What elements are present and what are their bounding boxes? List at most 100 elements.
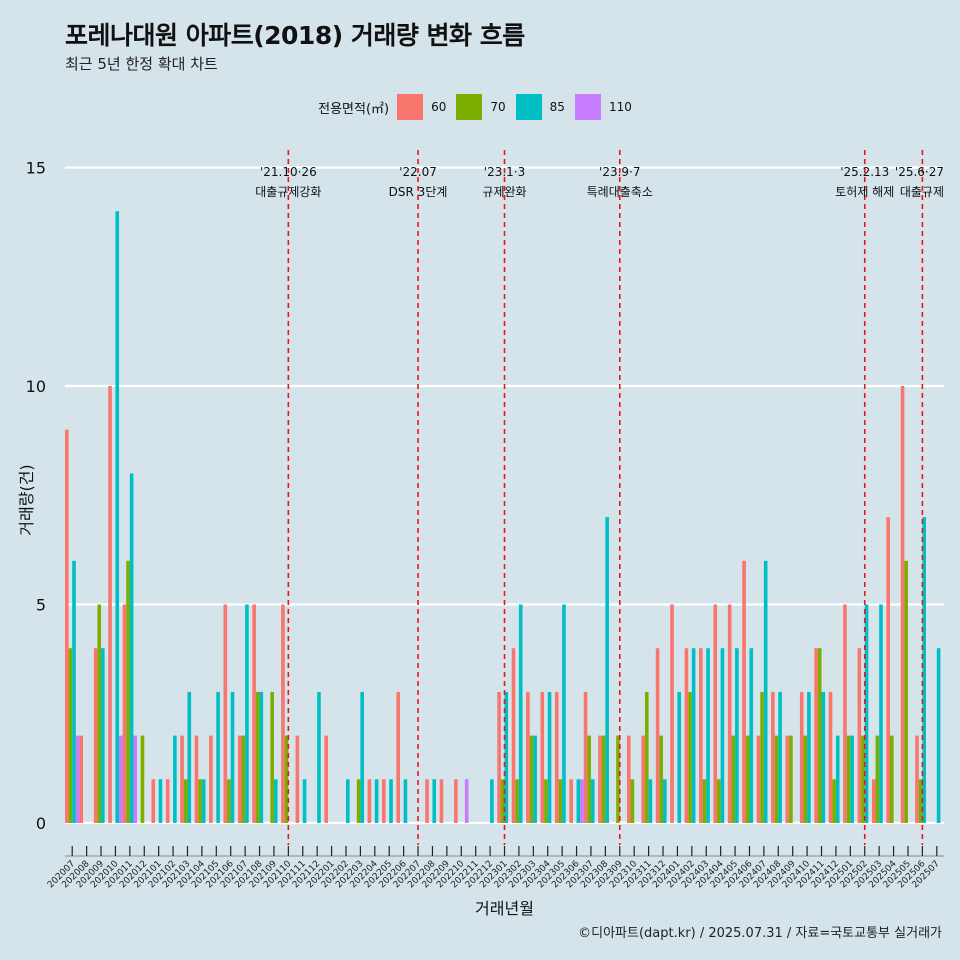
bar-85-202010 — [115, 211, 119, 823]
bar-70-202109 — [270, 692, 274, 823]
x-axis-title: 거래년월 — [475, 899, 534, 918]
bar-60-202301 — [497, 692, 501, 823]
bar-70-202305 — [559, 779, 563, 823]
bar-60-202402 — [685, 648, 689, 823]
bar-60-202410 — [800, 692, 804, 823]
bar-85-202302 — [519, 605, 523, 824]
bar-70-202303 — [530, 736, 534, 823]
bar-85-202307 — [591, 779, 595, 823]
bar-60-202101 — [151, 779, 155, 823]
bar-60-202503 — [872, 779, 876, 823]
bar-110-202210 — [465, 779, 469, 823]
bar-70-202402 — [688, 692, 692, 823]
event-date-label: '23.9·7 — [599, 165, 640, 179]
bar-85-202112 — [317, 692, 321, 823]
event-label: 대출규제 — [900, 185, 944, 199]
bar-60-202306 — [569, 779, 573, 823]
bar-70-202411 — [818, 648, 822, 823]
bar-60-202209 — [440, 779, 444, 823]
bar-60-202501 — [843, 605, 847, 824]
bar-60-202103 — [180, 736, 184, 823]
bar-60-202310 — [627, 736, 631, 823]
bar-70-202203 — [357, 779, 361, 823]
bar-85-202107 — [245, 605, 249, 824]
bar-60-202401 — [670, 605, 674, 824]
bar-85-202403 — [706, 648, 710, 823]
bar-60-202303 — [526, 692, 530, 823]
event-label: 토허제 해제 — [835, 185, 894, 199]
bar-85-202009 — [101, 648, 105, 823]
bar-85-202308 — [605, 517, 609, 823]
bar-60-202412 — [829, 692, 833, 823]
bar-110-202011 — [133, 736, 137, 823]
bar-60-202110 — [281, 605, 285, 824]
bar-70-202308 — [602, 736, 606, 823]
y-tick-label: 10 — [26, 377, 46, 396]
bar-85-202011 — [130, 473, 134, 823]
bar-85-202312 — [663, 779, 667, 823]
bar-60-202312 — [656, 648, 660, 823]
caption: ©디아파트(dapt.kr) / 2025.07.31 / 자료=국토교통부 실… — [578, 922, 942, 941]
bar-110-202306 — [580, 779, 584, 823]
bar-60-202210 — [454, 779, 458, 823]
bar-85-202303 — [533, 736, 537, 823]
bar-70-202103 — [184, 779, 188, 823]
bar-70-202108 — [256, 692, 260, 823]
bar-60-202505 — [901, 386, 905, 823]
bar-60-202305 — [555, 692, 559, 823]
bar-70-202405 — [731, 736, 735, 823]
bar-85-202401 — [677, 692, 681, 823]
bar-70-202307 — [587, 736, 591, 823]
bar-60-202205 — [382, 779, 386, 823]
bar-85-202406 — [749, 648, 753, 823]
bar-60-202010 — [108, 386, 112, 823]
bar-60-202102 — [166, 779, 170, 823]
bar-60-202407 — [757, 736, 761, 823]
bar-85-202412 — [836, 736, 840, 823]
bar-85-202108 — [260, 692, 264, 823]
bar-70-202501 — [847, 736, 851, 823]
bar-85-202407 — [764, 561, 768, 823]
bar-85-202104 — [202, 779, 206, 823]
bar-60-202404 — [713, 605, 717, 824]
bar-60-202106 — [224, 605, 228, 824]
bar-70-202503 — [876, 736, 880, 823]
bar-70-202311 — [645, 692, 649, 823]
bar-85-202102 — [173, 736, 177, 823]
bar-85-202411 — [822, 692, 826, 823]
bar-85-202506 — [922, 517, 926, 823]
y-tick-label: 5 — [36, 596, 46, 615]
bar-85-202105 — [216, 692, 220, 823]
bar-70-202310 — [631, 779, 635, 823]
event-label: 대출규제강화 — [255, 185, 321, 199]
bar-60-202409 — [785, 736, 789, 823]
bar-85-202106 — [231, 692, 235, 823]
bar-60-202411 — [814, 648, 818, 823]
bar-60-202307 — [584, 692, 588, 823]
event-date-label: '25.2.13 — [840, 165, 889, 179]
bar-70-202012 — [141, 736, 145, 823]
bar-chart: 0510152020072020082020092020102020112020… — [0, 0, 960, 960]
bar-85-202202 — [346, 779, 350, 823]
bar-85-202208 — [432, 779, 436, 823]
bar-60-202007 — [65, 430, 69, 823]
bar-70-202504 — [890, 736, 894, 823]
bar-70-202302 — [515, 779, 519, 823]
bar-60-202201 — [324, 736, 328, 823]
event-date-label: '21.10·26 — [260, 165, 317, 179]
event-date-label: '23.1·3 — [484, 165, 525, 179]
bar-60-202208 — [425, 779, 429, 823]
bar-70-202403 — [703, 779, 707, 823]
bar-60-202304 — [541, 692, 545, 823]
bar-70-202412 — [832, 779, 836, 823]
bar-60-202506 — [915, 736, 919, 823]
bar-60-202108 — [252, 605, 256, 824]
event-date-label: '25.6·27 — [895, 165, 944, 179]
bar-70-202011 — [126, 561, 130, 823]
bar-85-202212 — [490, 779, 494, 823]
bar-85-202404 — [721, 648, 725, 823]
bar-85-202007 — [72, 561, 76, 823]
bar-70-202107 — [242, 736, 246, 823]
y-tick-label: 15 — [26, 159, 46, 178]
bar-60-202111 — [296, 736, 300, 823]
